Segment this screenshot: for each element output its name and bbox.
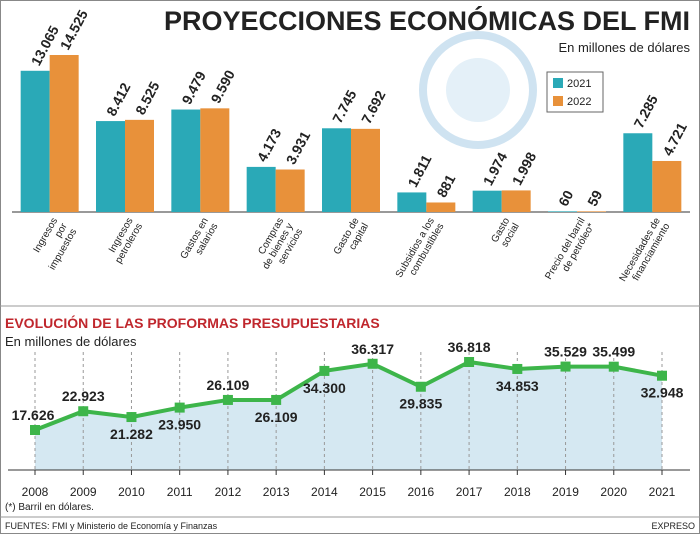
bar (577, 211, 606, 212)
area (35, 362, 662, 470)
legend-label: 2022 (567, 96, 591, 108)
x-tick-label: 2021 (649, 485, 676, 499)
x-tick-label: 2010 (118, 485, 145, 499)
bar (125, 119, 154, 212)
marker (657, 370, 667, 381)
value-label: 36.317 (351, 341, 394, 357)
bar (322, 128, 351, 212)
marker (222, 394, 233, 405)
value-label: 34.853 (496, 378, 539, 394)
chart-subtitle: En millones de dólares (558, 40, 690, 55)
bar (200, 108, 230, 212)
legend-swatch (553, 78, 563, 88)
chart-title: EVOLUCIÓN DE LAS PROFORMAS PRESUPUESTARI… (5, 314, 380, 331)
legend-swatch (553, 96, 563, 106)
source: FUENTES: FMI y Ministerio de Economía y … (5, 521, 218, 531)
logo-decoration (446, 58, 510, 122)
bar (246, 166, 276, 212)
footnote: (*) Barril en dólares. (5, 502, 94, 513)
marker (367, 358, 378, 369)
x-tick-label: 2011 (167, 485, 193, 499)
marker (78, 406, 89, 417)
marker (319, 365, 330, 376)
x-tick-label: 2017 (456, 485, 483, 499)
value-label: 35.529 (544, 344, 587, 360)
x-tick-label: 2009 (70, 485, 97, 499)
value-label: 36.818 (448, 339, 491, 355)
x-tick-label: 2016 (407, 485, 434, 499)
logo-decoration (419, 31, 537, 149)
x-tick-label: 2019 (552, 485, 579, 499)
marker (271, 394, 282, 405)
bar (501, 190, 531, 212)
bar (96, 121, 125, 212)
value-label: 17.626 (12, 407, 55, 423)
marker (608, 361, 619, 372)
legend-label: 2021 (567, 78, 591, 90)
x-tick-label: 2020 (600, 485, 627, 499)
bar (623, 133, 653, 212)
x-tick-label: 2018 (504, 485, 531, 499)
value-label: 21.282 (110, 426, 153, 442)
marker (126, 412, 137, 423)
value-label: 26.109 (255, 409, 298, 425)
bar (20, 70, 50, 212)
value-label: 32.948 (641, 385, 684, 401)
marker (415, 381, 426, 392)
value-label: 22.923 (62, 388, 105, 404)
bar (472, 190, 502, 212)
x-tick-label: 2012 (215, 485, 242, 499)
x-tick-label: 2008 (22, 485, 49, 499)
value-label: 34.300 (303, 380, 346, 396)
legend-box (546, 71, 604, 113)
bar (351, 128, 380, 212)
value-label: 59 (584, 187, 606, 208)
value-label: 60 (555, 187, 577, 208)
x-tick-label: 2015 (359, 485, 386, 499)
marker (30, 425, 40, 435)
chart-subtitle: En millones de dólares (5, 334, 137, 349)
marker (174, 402, 185, 413)
bar (49, 55, 79, 212)
value-label: 35.499 (592, 344, 635, 360)
marker (512, 363, 523, 374)
bar (548, 211, 577, 212)
value-label: 23.950 (158, 417, 201, 433)
bar (397, 192, 427, 212)
x-tick-label: 2014 (311, 485, 338, 499)
chart-title: PROYECCIONES ECONÓMICAS DEL FMI (164, 5, 690, 36)
x-tick-label: 2013 (263, 485, 290, 499)
bar (652, 160, 682, 212)
marker (464, 357, 475, 367)
marker (560, 361, 571, 372)
bar (171, 109, 201, 212)
value-label: 26.109 (207, 377, 250, 393)
value-label: 29.835 (399, 396, 442, 412)
bar (426, 202, 456, 212)
line (34, 359, 663, 432)
credit: EXPRESO (651, 521, 695, 531)
bar (275, 169, 305, 212)
